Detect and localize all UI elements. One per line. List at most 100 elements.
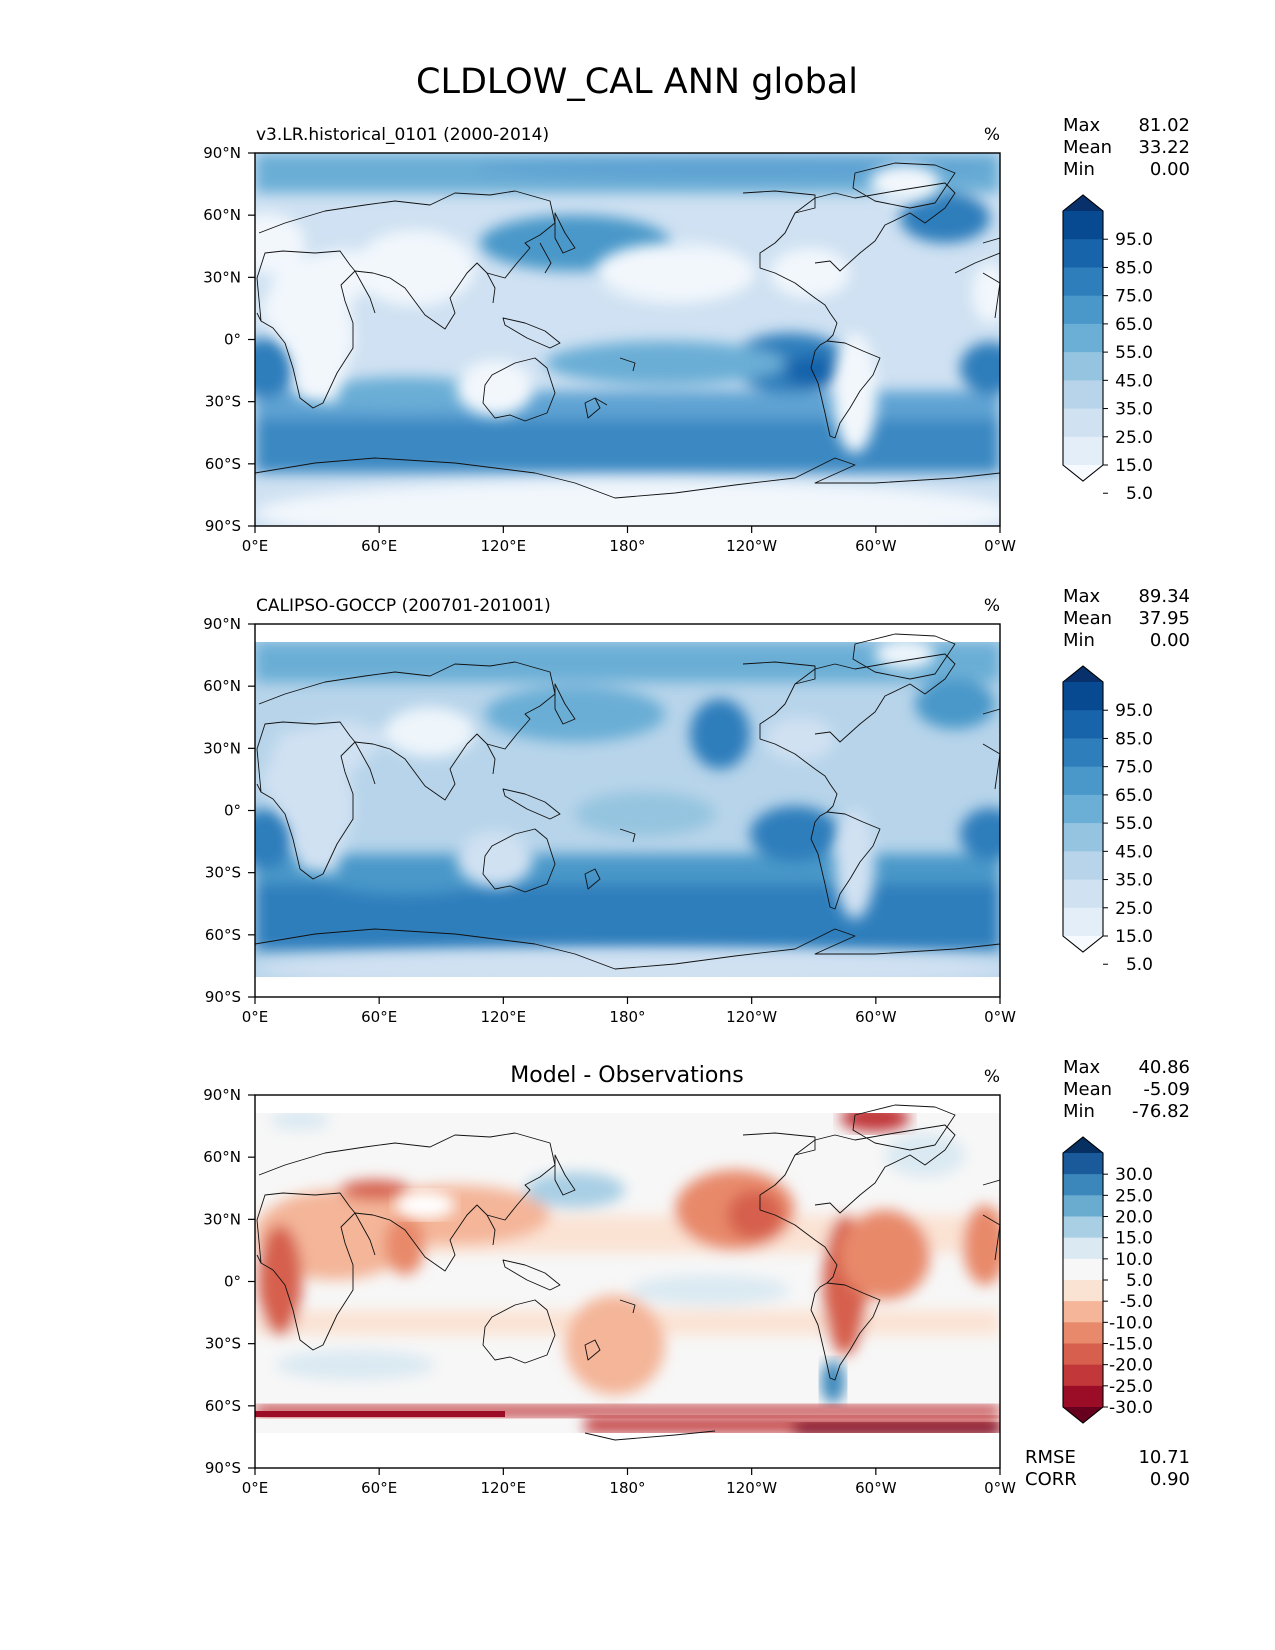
longitude-axis: 0°E 60°E 120°E 180° 120°W 60°W 0°W (242, 1468, 1016, 1497)
colorbar-level (1063, 323, 1103, 353)
stat-mean-label: Mean (1063, 137, 1112, 158)
colorbar-tick-label: 85.0 (1115, 729, 1153, 749)
lat-tick-label: 60°S (205, 926, 241, 944)
colorbar-tick-label: 85.0 (1115, 258, 1153, 278)
colorbar-tick-label: 15.0 (1115, 456, 1153, 476)
colorbar-extend-bottom (1063, 936, 1103, 952)
colorbar-tick-label: -10.0 (1109, 1313, 1153, 1333)
colorbar-tick-label: 15.0 (1115, 927, 1153, 947)
colorbar-tick-label: 35.0 (1115, 871, 1153, 891)
colorbar-extend-top (1063, 1137, 1103, 1153)
colorbar-level (1063, 1364, 1103, 1387)
colorbar-level (1063, 1385, 1103, 1408)
map-field-difference (255, 1095, 1000, 1468)
stat-mean-value: 33.22 (1138, 137, 1190, 158)
stat-min-value: -76.82 (1132, 1101, 1190, 1122)
colorbar-observations: 95.0 85.0 75.0 65.0 55.0 45.0 35.0 25.0 15.0 5.0 (1062, 665, 1153, 975)
panel-title-left: v3.LR.historical_0101 (2000-2014) (256, 125, 549, 145)
lon-tick-label: 120°W (726, 537, 777, 555)
colorbar-tick-label: 65.0 (1115, 786, 1153, 806)
stat-mean-label: Mean (1063, 608, 1112, 629)
colorbar-tick-label: 45.0 (1115, 371, 1153, 391)
stat-min-value: 0.00 (1150, 159, 1190, 180)
metric-rmse-label: RMSE (1025, 1447, 1076, 1468)
latitude-axis: 90°N 60°N 30°N 0° 30°S 60°S 90°S (203, 1086, 255, 1477)
colorbar-tick-label: 95.0 (1115, 701, 1153, 721)
colorbar-level (1063, 1174, 1103, 1196)
lon-tick-label: 0°W (984, 1479, 1016, 1497)
lat-tick-label: 60°N (203, 1148, 241, 1166)
stat-mean-label: Mean (1063, 1079, 1112, 1100)
stat-max-label: Max (1063, 1057, 1101, 1078)
map-field-model (255, 153, 1000, 526)
colorbar-tick-label: 25.0 (1115, 899, 1153, 919)
stats-block: Max 81.02 Mean 33.22 Min 0.00 (1063, 115, 1190, 180)
lat-tick-label: 30°S (205, 1335, 241, 1353)
lon-tick-label: 60°W (855, 1479, 897, 1497)
colorbar-tick-label: 35.0 (1115, 400, 1153, 420)
lat-tick-label: 30°N (203, 1210, 241, 1228)
colorbar-level (1063, 1322, 1103, 1345)
colorbar-extend-bottom (1063, 465, 1103, 481)
latitude-axis: 90°N 60°N 30°N 0° 30°S 60°S 90°S (203, 144, 255, 535)
colorbar-model: 95.0 85.0 75.0 65.0 55.0 45.0 35.0 25.0 15.0 5.0 (1062, 194, 1153, 504)
colorbar-level (1063, 1301, 1103, 1323)
colorbar-tick-label: 65.0 (1115, 315, 1153, 335)
colorbar-level (1063, 352, 1103, 381)
units-label: % (984, 125, 1000, 145)
metric-corr-value: 0.90 (1150, 1469, 1190, 1490)
colorbar-extend-top (1063, 666, 1103, 682)
colorbar-level (1063, 1258, 1103, 1281)
lat-tick-label: 90°S (205, 1459, 241, 1477)
longitude-axis: 0°E 60°E 120°E 180° 120°W 60°W 0°W (242, 526, 1016, 555)
latitude-axis: 90°N 60°N 30°N 0° 30°S 60°S 90°S (203, 615, 255, 1006)
colorbar-level (1063, 1216, 1103, 1239)
metric-corr-label: CORR (1025, 1469, 1077, 1490)
units-label: % (984, 1067, 1000, 1087)
coastlines (256, 1104, 1000, 1381)
lat-tick-label: 30°N (203, 268, 241, 286)
colorbar-tick-label: 25.0 (1115, 1186, 1153, 1206)
colorbar-level (1063, 682, 1103, 711)
colorbar-level (1063, 295, 1103, 325)
stat-mean-value: -5.09 (1143, 1079, 1190, 1100)
colorbar-tick-label: 20.0 (1115, 1208, 1153, 1228)
colorbar-level (1063, 738, 1103, 768)
lat-tick-label: 30°N (203, 739, 241, 757)
colorbar-level (1063, 436, 1103, 466)
colorbar-level (1063, 1237, 1103, 1260)
colorbar-tick-label: -5.0 (1120, 1292, 1153, 1312)
colorbar-level (1063, 1343, 1103, 1366)
lon-tick-label: 60°W (855, 537, 897, 555)
colorbar-tick-label: -15.0 (1109, 1335, 1153, 1355)
colorbar-extend-bottom (1063, 1407, 1103, 1423)
colorbar-level (1063, 907, 1103, 937)
lat-tick-label: 60°N (203, 206, 241, 224)
lat-tick-label: 0° (224, 802, 241, 820)
colorbar-level (1063, 794, 1103, 824)
lon-tick-label: 0°W (984, 537, 1016, 555)
colorbar-level (1063, 879, 1103, 909)
figure-title: CLDLOW_CAL ANN global (416, 62, 858, 102)
lon-tick-label: 0°E (242, 1479, 269, 1497)
colorbar-level (1063, 211, 1103, 240)
colorbar-tick-label: 10.0 (1115, 1250, 1153, 1270)
colorbar-tick-label: 55.0 (1115, 343, 1153, 363)
colorbar-tick-label: -20.0 (1109, 1356, 1153, 1376)
stats-block: Max 89.34 Mean 37.95 Min 0.00 (1063, 586, 1190, 651)
lat-tick-label: 30°S (205, 393, 241, 411)
colorbar-tick-label: 55.0 (1115, 814, 1153, 834)
colorbar-tick-label: 95.0 (1115, 230, 1153, 250)
map-field-observations (255, 624, 1000, 997)
colorbar-tick-label: 5.0 (1126, 955, 1153, 975)
colorbar-tick-label: 25.0 (1115, 428, 1153, 448)
colorbar-difference: 30.025.020.015.010.05.0-5.0-10.0-15.0-20… (1062, 1136, 1153, 1424)
stat-max-value: 81.02 (1138, 115, 1190, 136)
lat-tick-label: 90°S (205, 988, 241, 1006)
lat-tick-label: 90°N (203, 615, 241, 633)
lat-tick-label: 0° (224, 331, 241, 349)
colorbar-tick-label: 45.0 (1115, 842, 1153, 862)
colorbar-level (1063, 1195, 1103, 1218)
colorbar-level (1063, 1280, 1103, 1302)
colorbar-tick-label: 15.0 (1115, 1229, 1153, 1249)
